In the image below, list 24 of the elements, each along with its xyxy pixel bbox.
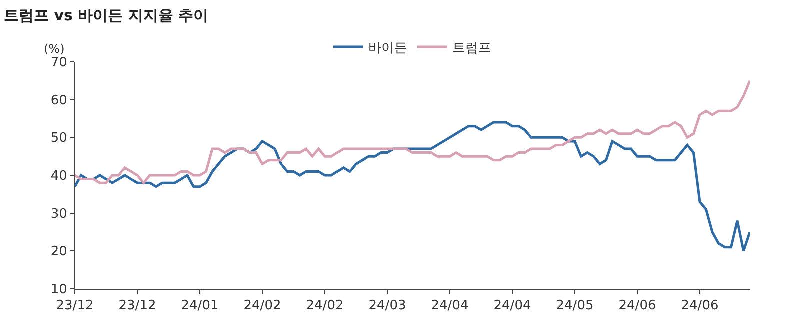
chart-title: 트럼프 vs 바이든 지지율 추이 bbox=[4, 6, 209, 24]
x-tick-label: 24/06 bbox=[681, 298, 719, 314]
x-tick-label: 23/12 bbox=[118, 298, 156, 314]
line-series bbox=[75, 80, 750, 184]
y-tick-label: 70 bbox=[50, 56, 68, 71]
y-tick-label: 40 bbox=[50, 169, 68, 184]
line-series bbox=[75, 121, 750, 252]
x-tick-label: 24/01 bbox=[181, 298, 219, 314]
y-tick-label: 30 bbox=[50, 206, 68, 222]
x-tick-label: 24/02 bbox=[244, 298, 282, 314]
y-tick-label: 50 bbox=[50, 131, 68, 146]
x-tick-label: 24/03 bbox=[368, 298, 406, 314]
x-tick-label: 24/04 bbox=[494, 298, 532, 314]
y-tick-label: 20 bbox=[50, 244, 68, 260]
x-tick-label: 24/02 bbox=[306, 298, 344, 314]
y-tick-label: 10 bbox=[50, 282, 68, 298]
legend-label: 트럼프 bbox=[452, 41, 492, 56]
x-tick-label: 23/12 bbox=[56, 298, 94, 314]
x-tick-label: 24/04 bbox=[431, 298, 469, 314]
x-tick-label: 24/05 bbox=[556, 298, 594, 314]
x-tick-label: 24/06 bbox=[618, 298, 656, 314]
y-tick-label: 60 bbox=[50, 93, 68, 108]
legend-label: 바이든 bbox=[368, 41, 408, 56]
y-axis-title: (%) bbox=[44, 42, 65, 56]
